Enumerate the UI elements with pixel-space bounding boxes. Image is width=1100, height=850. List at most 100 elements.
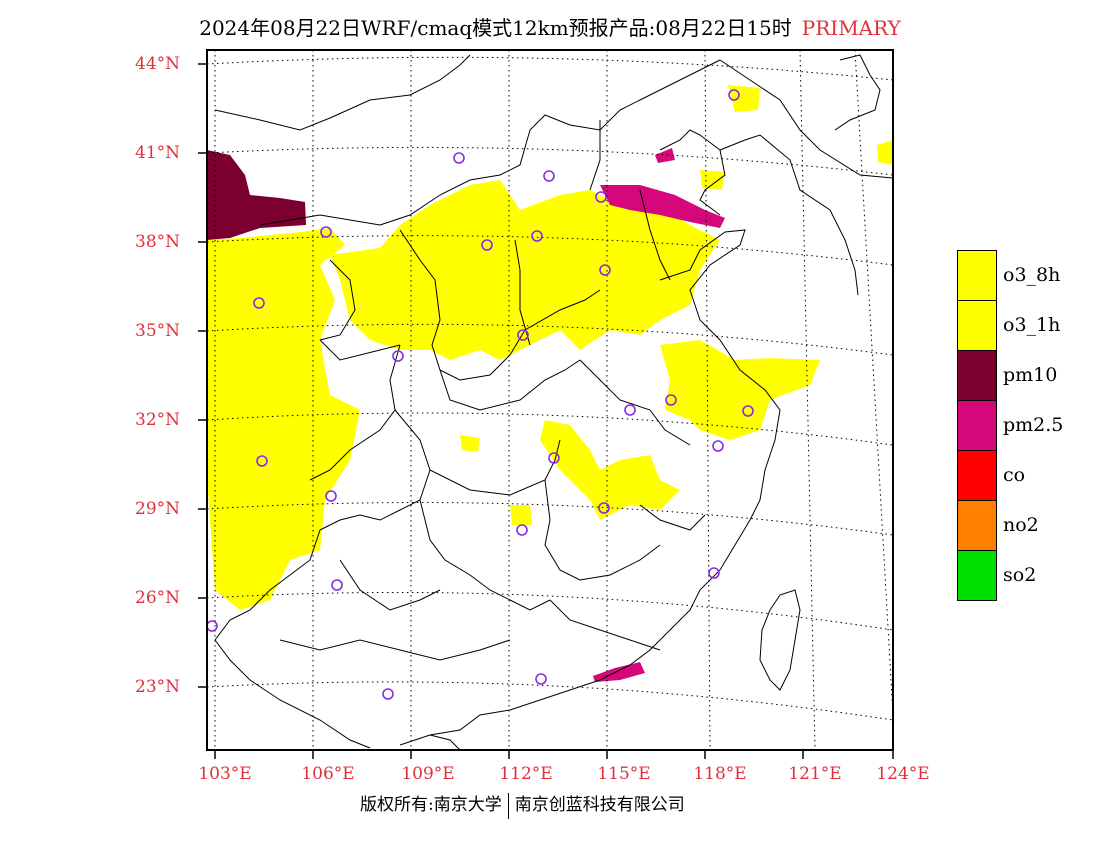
legend-label: pm2.5 (1003, 414, 1064, 436)
boundary-vietnam (214, 639, 371, 749)
boundary-inner-3 (514, 239, 531, 346)
station-marker (453, 152, 465, 164)
station-marker (535, 673, 547, 685)
o3-region-yangtze (660, 340, 820, 440)
legend-label: no2 (1003, 514, 1039, 536)
station-marker (742, 405, 754, 417)
boundary-inner-12 (419, 499, 551, 611)
boundary-inner-13 (214, 529, 321, 641)
station-marker (382, 688, 394, 700)
station-marker (531, 230, 543, 242)
lon-label: 124°E (876, 764, 930, 784)
station-marker (598, 502, 610, 514)
legend-label: co (1003, 464, 1026, 486)
lon-label: 106°E (301, 764, 355, 784)
lat-label: 23°N (135, 677, 181, 697)
station-marker (543, 170, 555, 182)
station-marker (599, 264, 611, 276)
boundary-inner-1 (319, 259, 356, 341)
coastline-japan (834, 54, 881, 131)
lon-label: 115°E (597, 764, 651, 784)
copyright-footer: 版权所有:南京大学 南京创蓝科技有限公司 (360, 790, 685, 819)
boundary-inner-4 (319, 339, 401, 361)
pm10-field (207, 150, 306, 240)
lon-label: 109°E (401, 764, 455, 784)
boundary-inner-2 (399, 229, 601, 381)
boundary-inner-16 (279, 639, 511, 661)
legend-label: o3_1h (1003, 314, 1061, 336)
o3-region-patch-1 (460, 435, 480, 452)
o3-region-patch-4 (700, 170, 725, 190)
boundary-inner-6 (439, 359, 581, 411)
boundary-inner-17 (589, 120, 601, 191)
lat-label: 41°N (135, 143, 181, 163)
coastline-korea (719, 134, 859, 296)
lat-label: 26°N (135, 588, 181, 608)
boundary-northeast (719, 59, 893, 179)
legend-swatch (957, 300, 997, 351)
boundary-inner-8 (394, 409, 561, 496)
copyright-left: 版权所有:南京大学 (360, 795, 502, 815)
station-marker (548, 452, 560, 464)
station-marker (708, 567, 720, 579)
pm10-region-northwest (207, 150, 306, 240)
o3-region-north (330, 180, 720, 360)
legend-label: o3_8h (1003, 264, 1061, 286)
boundary-inner-14 (339, 559, 441, 611)
legend-swatch (957, 500, 997, 551)
legend-swatch (957, 350, 997, 401)
o3-field (207, 85, 893, 610)
title-main: 2024年08月22日WRF/cmaq模式12km预报产品:08月22日15时 (199, 16, 792, 40)
legend-label: pm10 (1003, 364, 1058, 386)
station-marker (256, 455, 268, 467)
o3-region-patch-2 (510, 505, 532, 525)
legend-swatch (957, 550, 997, 601)
coastline-east (399, 229, 781, 746)
station-marker (253, 297, 265, 309)
station-marker (325, 490, 337, 502)
pm25-region-south (593, 662, 645, 682)
station-marker (517, 329, 529, 341)
boundary-mongolia (214, 54, 471, 131)
o3-region-patch-5 (877, 140, 893, 165)
lat-label: 29°N (135, 499, 181, 519)
lon-label: 118°E (693, 764, 747, 784)
map-frame (206, 49, 894, 751)
station-marker (320, 226, 332, 238)
station-marker (624, 404, 636, 416)
boundary-north (259, 59, 721, 226)
pm25-region-north-china (600, 185, 725, 228)
lat-label: 35°N (135, 321, 181, 341)
station-marker (728, 89, 740, 101)
boundary-inner-10 (639, 504, 706, 531)
station-marker (331, 579, 343, 591)
o3-region-patch-3 (728, 85, 760, 112)
station-marker (481, 239, 493, 251)
hainan (429, 734, 461, 750)
station-marker (392, 350, 404, 362)
legend-label: so2 (1003, 564, 1037, 586)
station-marker (516, 524, 528, 536)
graticule (207, 50, 893, 750)
lon-label: 121°E (788, 764, 842, 784)
boundaries (214, 54, 893, 750)
station-marker (712, 440, 724, 452)
boundary-inner-15 (549, 599, 661, 651)
boundary-inner-18 (639, 189, 671, 281)
boundary-inner-9 (544, 479, 661, 581)
boundary-inner-5 (309, 344, 401, 481)
map-title: 2024年08月22日WRF/cmaq模式12km预报产品:08月22日15时 P… (0, 12, 1100, 41)
footer-divider (507, 792, 509, 819)
boundary-inner-7 (579, 359, 691, 446)
station-marker (665, 394, 677, 406)
o3-region-central (540, 420, 680, 520)
o3-region-west (207, 228, 360, 610)
taiwan (759, 589, 801, 691)
axis-ticks (198, 63, 894, 759)
lon-label: 112°E (499, 764, 553, 784)
station-markers (207, 89, 754, 700)
legend-swatch (957, 250, 997, 301)
lat-label: 38°N (135, 232, 181, 252)
lat-label: 44°N (135, 54, 181, 74)
